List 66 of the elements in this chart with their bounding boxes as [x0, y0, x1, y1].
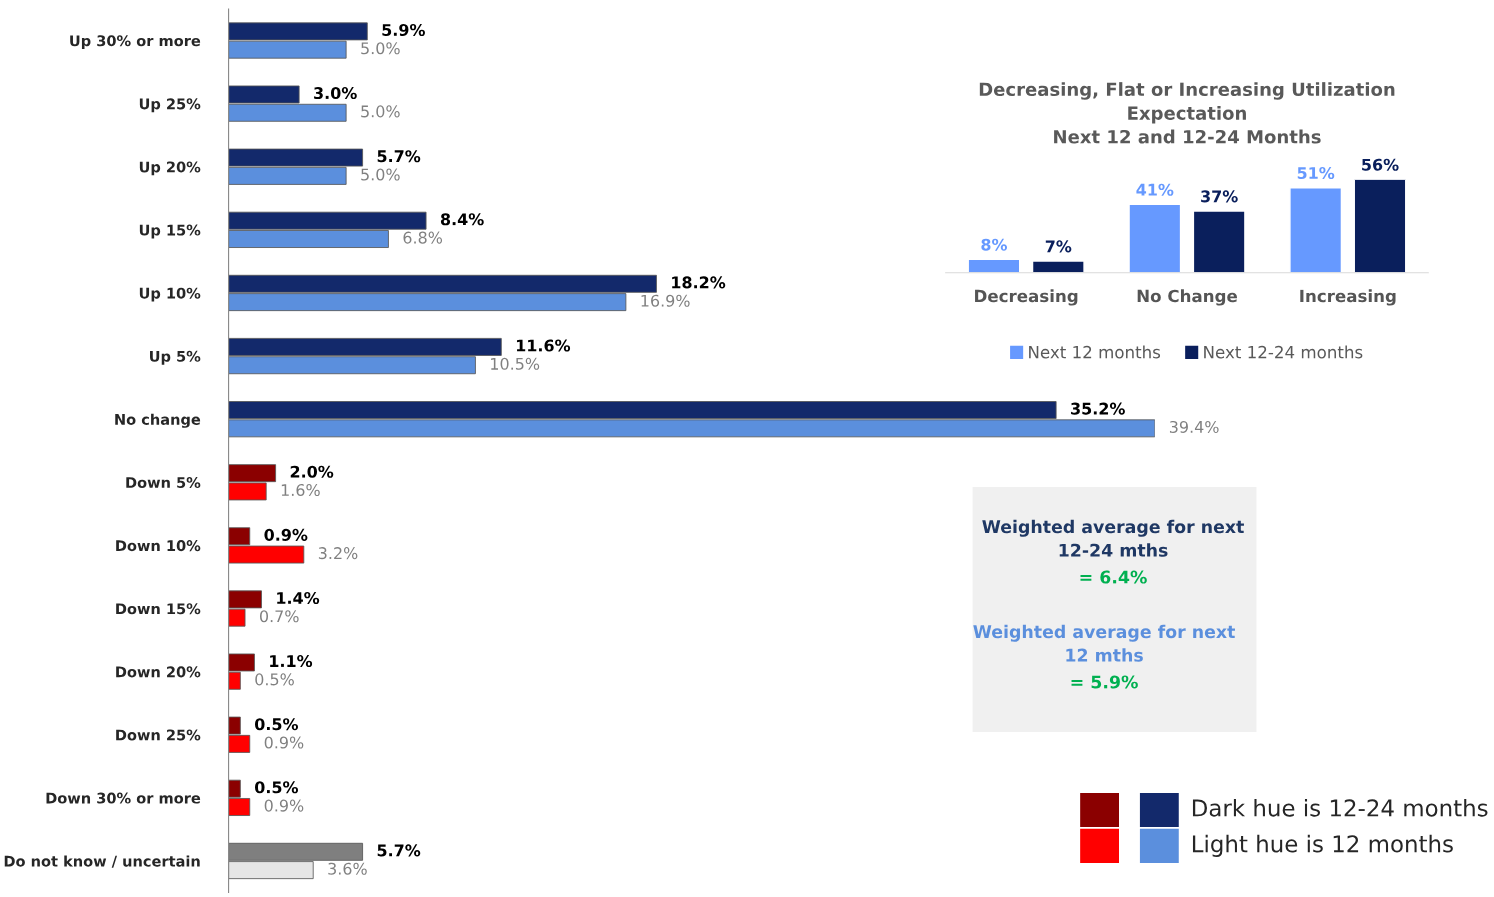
- y-tick-label: Up 10%: [139, 287, 201, 302]
- y-tick-label: No change: [115, 413, 201, 428]
- data-label: 18.2%: [672, 276, 726, 289]
- bar: [967, 258, 1021, 273]
- data-label: 0.9%: [264, 528, 308, 541]
- y-tick-label: Up 25%: [139, 98, 201, 113]
- y-tick-label: Down 10%: [116, 540, 201, 552]
- chart-title: Decreasing, Flat or Increasing Utilization Expectation Next 12 and 12-24 Months: [979, 82, 1395, 144]
- y-tick-label: Down 20%: [116, 666, 201, 678]
- x-tick-label: Increasing: [1300, 289, 1396, 306]
- legend-label: Next 12 months: [1029, 345, 1161, 359]
- data-label: 56%: [1362, 158, 1399, 171]
- data-label: 3.0%: [314, 87, 357, 100]
- annotation: = 6.4%: [1080, 570, 1147, 584]
- data-label: 39.4%: [1169, 420, 1219, 433]
- data-label: 8%: [981, 238, 1008, 251]
- data-label: 0.5%: [254, 781, 299, 794]
- y-tick-label: Up 20%: [139, 161, 201, 176]
- bar: [1289, 187, 1343, 273]
- data-label: 5.9%: [382, 23, 425, 37]
- data-label: 51%: [1297, 167, 1335, 180]
- y-tick-label: Down 30% or more: [46, 792, 201, 804]
- data-label: 37%: [1201, 190, 1238, 203]
- y-tick-label: Down 5%: [126, 477, 201, 489]
- data-label: 1.4%: [277, 591, 320, 604]
- data-label: 3.2%: [318, 547, 358, 560]
- y-tick-label: Do not know / uncertain: [4, 855, 200, 868]
- text: Dark hue is 12-24 months: [1192, 798, 1488, 817]
- y-tick-label: Down 15%: [116, 603, 201, 615]
- data-label: 5.0%: [361, 168, 400, 181]
- y-tick-label: Up 5%: [150, 350, 201, 365]
- data-label: 1.6%: [281, 484, 320, 497]
- data-label: 0.5%: [255, 673, 294, 686]
- data-label: 2.0%: [290, 465, 334, 478]
- data-label: 7%: [1045, 240, 1072, 253]
- data-label: 8.4%: [440, 213, 484, 226]
- bar: [1353, 179, 1407, 273]
- y-tick-label: Down 25%: [116, 729, 201, 741]
- data-label: 35.2%: [1071, 402, 1125, 415]
- x-tick-label: No Change: [1137, 289, 1237, 306]
- data-label: 41%: [1136, 183, 1174, 196]
- data-label: 0.5%: [254, 718, 299, 731]
- text: Light hue is 12 months: [1192, 834, 1453, 857]
- annotation: Weighted average for next 12-24 mths: [982, 519, 1244, 557]
- bar: [1128, 203, 1182, 273]
- data-label: 5.0%: [361, 42, 400, 55]
- data-label: 0.9%: [264, 799, 304, 812]
- data-label: 10.5%: [491, 357, 540, 370]
- y-tick-label: Up 15%: [139, 224, 201, 239]
- data-label: 16.9%: [641, 294, 690, 307]
- data-label: 5.7%: [377, 844, 421, 857]
- data-label: 0.9%: [264, 736, 304, 749]
- annotation: Weighted average for next 12 mths: [973, 624, 1235, 662]
- data-label: 0.7%: [259, 610, 299, 623]
- bar: [1031, 260, 1085, 273]
- annotation: = 5.9%: [1071, 675, 1138, 689]
- bar: [1192, 210, 1246, 273]
- legend-label: Next 12-24 months: [1204, 345, 1363, 359]
- data-label: 1.1%: [270, 655, 313, 668]
- x-tick-label: Decreasing: [975, 289, 1078, 306]
- data-label: 11.6%: [516, 339, 571, 352]
- y-tick-label: Up 30% or more: [70, 35, 201, 50]
- data-label: 5.0%: [361, 105, 400, 118]
- data-label: 5.7%: [377, 150, 421, 163]
- data-label: 3.6%: [328, 862, 367, 875]
- data-label: 6.8%: [403, 231, 443, 244]
